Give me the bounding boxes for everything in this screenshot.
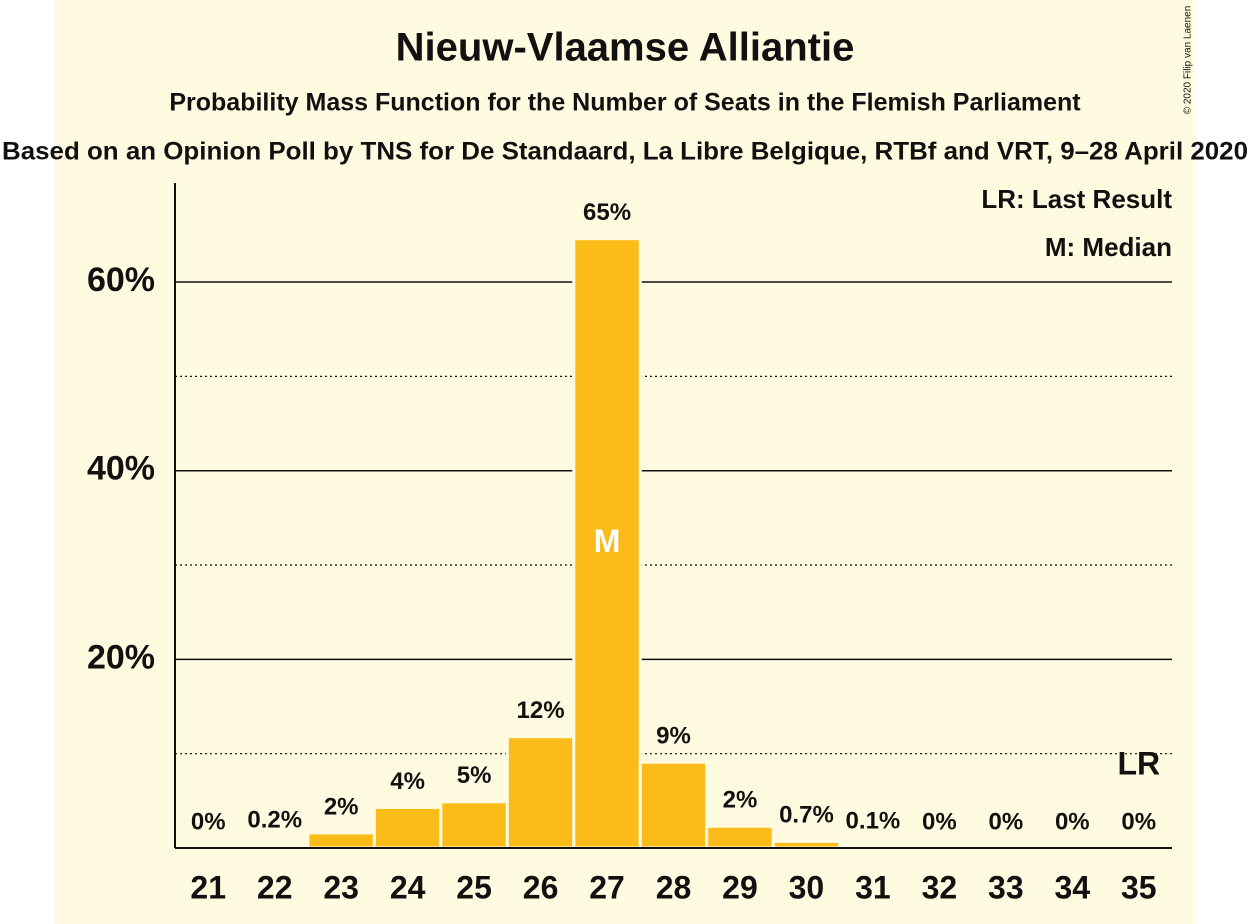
- y-tick-label: 40%: [87, 450, 155, 488]
- y-tick-label: 20%: [87, 638, 155, 676]
- value-label: 2%: [723, 787, 758, 814]
- chart-subtitle: Probability Mass Function for the Number…: [169, 89, 1081, 117]
- x-tick-label: 34: [1055, 869, 1091, 905]
- x-tick-label: 26: [523, 869, 559, 905]
- x-tick-label: 33: [988, 869, 1024, 905]
- value-label: 0.1%: [846, 807, 901, 834]
- x-tick-label: 25: [456, 869, 492, 905]
- y-tick-label: 60%: [87, 261, 155, 299]
- value-label: 0.2%: [247, 806, 302, 833]
- bar: [505, 735, 576, 850]
- copyright: © 2020 Filip van Laenen: [1183, 6, 1194, 115]
- x-tick-label: 31: [855, 869, 891, 905]
- x-tick-label: 29: [722, 869, 758, 905]
- x-tick-label: 22: [257, 869, 293, 905]
- x-tick-label: 23: [323, 869, 359, 905]
- chart-title: Nieuw-Vlaamse Alliantie: [396, 26, 855, 70]
- legend-entry: M: Median: [1045, 232, 1172, 262]
- value-label: 9%: [656, 723, 691, 750]
- value-label: 5%: [457, 762, 492, 789]
- bar: [439, 800, 509, 850]
- value-label: 0%: [988, 808, 1023, 835]
- bar: [705, 824, 775, 850]
- bar: [306, 831, 376, 850]
- legend-entry: LR: Last Result: [981, 184, 1172, 214]
- value-label: 65%: [583, 199, 631, 226]
- x-tick-label: 28: [656, 869, 692, 905]
- value-label: 0%: [922, 808, 957, 835]
- value-label: 0%: [191, 808, 226, 835]
- chart-source: Based on an Opinion Poll by TNS for De S…: [2, 138, 1248, 166]
- x-tick-label: 35: [1121, 869, 1157, 905]
- value-label: 12%: [517, 697, 565, 724]
- x-tick-label: 30: [789, 869, 825, 905]
- x-tick-label: 27: [589, 869, 625, 905]
- value-label: 4%: [390, 768, 425, 795]
- bar: [638, 760, 709, 850]
- bar: [372, 805, 443, 850]
- x-tick-label: 24: [390, 869, 426, 905]
- value-label: 0%: [1121, 808, 1156, 835]
- value-label: 0.7%: [779, 802, 834, 829]
- value-label: 0%: [1055, 808, 1090, 835]
- median-marker: M: [594, 523, 621, 559]
- x-tick-label: 21: [190, 869, 226, 905]
- x-tick-label: 32: [922, 869, 958, 905]
- last-result-marker: LR: [1117, 745, 1160, 781]
- value-label: 2%: [324, 793, 359, 820]
